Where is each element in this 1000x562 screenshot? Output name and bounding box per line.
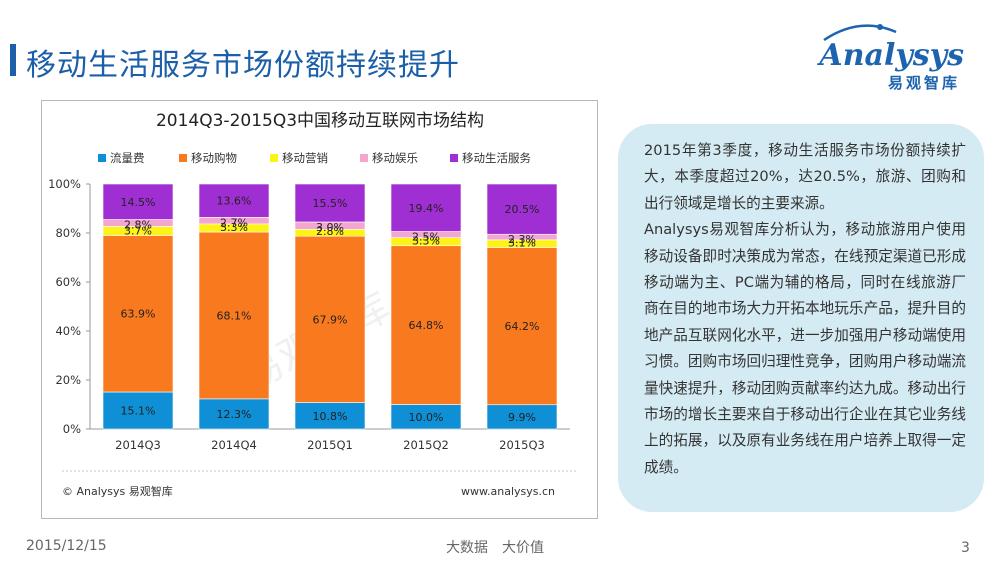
data-label: 3.1% [508, 236, 536, 249]
commentary-text: 2015年第3季度，移动生活服务市场份额持续扩大，本季度超过20%，达20.5%… [644, 138, 966, 481]
chart-container: 2014Q3-2015Q3中国移动互联网市场结构 流量费 移动购物 移动营销 移动娱乐… [41, 100, 598, 519]
data-label: 2.3% [508, 233, 536, 246]
page-number: 3 [961, 540, 970, 556]
bar-segment [102, 235, 174, 393]
legend-swatch [98, 154, 106, 162]
bar-segment [198, 231, 270, 400]
x-tick-label: 2015Q1 [307, 438, 353, 452]
data-label: 64.8% [409, 319, 444, 332]
data-label: 2.8% [316, 225, 344, 238]
legend-label: 移动娱乐 [372, 151, 418, 165]
x-tick-label: 2015Q2 [403, 438, 449, 452]
footer-date: 2015/12/15 [26, 538, 107, 554]
bar-segment [102, 391, 174, 430]
legend-label: 移动营销 [282, 151, 328, 165]
data-label: 3.0% [316, 221, 344, 234]
data-label: 68.1% [217, 309, 252, 322]
legend-swatch [450, 154, 458, 162]
data-label: 15.1% [121, 405, 156, 418]
y-tick-label: 80% [55, 226, 81, 240]
data-label: 19.4% [409, 202, 444, 215]
data-label: 63.9% [121, 308, 156, 321]
legend-label: 移动生活服务 [462, 151, 531, 165]
data-label: 10.0% [409, 411, 444, 424]
bar-segment [390, 404, 462, 430]
y-tick-label: 60% [55, 275, 81, 289]
data-label: 3.3% [412, 235, 440, 248]
bar-segment [198, 398, 270, 430]
chart-title: 2014Q3-2015Q3中国移动互联网市场结构 [156, 111, 484, 131]
bar-segment [390, 183, 462, 232]
logo-subtitle: 易观智库 [887, 74, 960, 92]
legend-label: 流量费 [110, 151, 145, 165]
data-label: 9.9% [508, 411, 536, 424]
x-tick-label: 2014Q3 [115, 438, 161, 452]
data-label: 3.3% [220, 221, 248, 234]
y-tick-label: 40% [55, 324, 81, 338]
legend-label: 移动购物 [191, 151, 237, 165]
y-tick-label: 100% [48, 177, 81, 191]
data-label: 2.7% [220, 216, 248, 229]
commentary-paragraph-1: 2015年第3季度，移动生活服务市场份额持续扩大，本季度超过20%，达20.5%… [644, 142, 966, 212]
data-label: 64.2% [505, 320, 540, 333]
data-label: 14.5% [121, 196, 156, 209]
data-label: 3.7% [124, 224, 152, 237]
title-accent-bar [10, 44, 16, 76]
stacked-bar-chart: 2014Q3-2015Q3中国移动互联网市场结构 流量费 移动购物 移动营销 移动娱乐… [48, 111, 577, 498]
footer-slogan: 大数据 大价值 [446, 540, 544, 556]
bar-segment [390, 245, 462, 405]
chart-source-right: www.analysys.cn [461, 485, 555, 498]
y-tick-label: 0% [63, 422, 81, 436]
bar-segment [486, 404, 558, 430]
data-label: 20.5% [505, 203, 540, 216]
legend-swatch [179, 154, 187, 162]
data-label: 10.8% [313, 410, 348, 423]
commentary-paragraph-2: Analysys易观智库分析认为，移动旅游用户使用移动设备即时决策成为常态，在线… [644, 221, 966, 476]
bar-segment [294, 183, 366, 223]
commentary-panel [618, 124, 984, 512]
legend-swatch [270, 154, 278, 162]
logo-swoosh-icon [823, 24, 897, 42]
data-label: 15.5% [313, 197, 348, 210]
page-title: 移动生活服务市场份额持续提升 [26, 48, 460, 83]
bar-segment [198, 183, 270, 218]
y-tick-label: 20% [55, 373, 81, 387]
data-label: 2.5% [412, 231, 440, 244]
data-label: 2.8% [124, 219, 152, 232]
x-tick-label: 2015Q3 [499, 438, 545, 452]
bar-segment [102, 183, 174, 220]
logo-wordmark: Analysys [819, 38, 964, 73]
data-label: 13.6% [217, 195, 252, 208]
bar-segment [486, 247, 558, 406]
bar-segment [486, 183, 558, 235]
chart-source-left: © Analysys 易观智库 [62, 484, 173, 498]
legend-swatch [360, 154, 368, 162]
bar-segment [294, 235, 366, 403]
x-tick-label: 2014Q4 [211, 438, 257, 452]
data-label: 67.9% [313, 313, 348, 326]
data-label: 12.3% [217, 408, 252, 421]
